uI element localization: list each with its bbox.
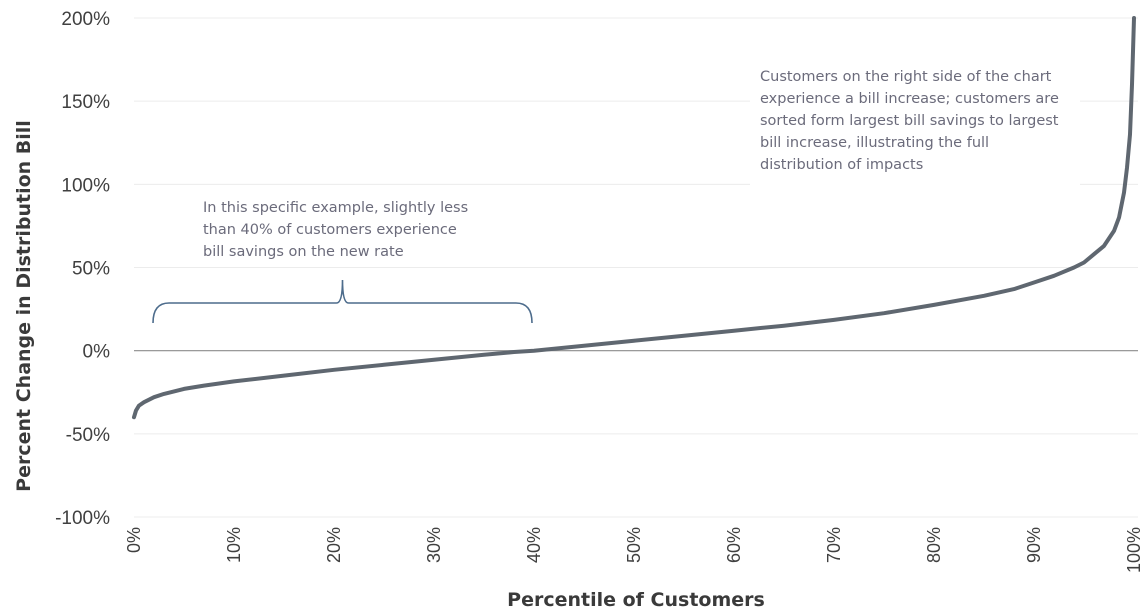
x-tick-labels: 0% 10% 20% 30% 40% 50% 60% 70% 80% 90% 100%	[124, 527, 1144, 573]
x-tick-label: 90%	[1024, 527, 1044, 563]
x-tick-label: 30%	[424, 527, 444, 563]
x-tick-label: 10%	[224, 527, 244, 563]
x-tick-label: 80%	[924, 527, 944, 563]
y-tick-label: 150%	[61, 92, 110, 113]
x-tick-label: 60%	[724, 527, 744, 563]
series-lines	[132, 16, 1136, 420]
increase-note-line: Customers on the right side of the chart	[760, 69, 1052, 85]
x-tick-label: 100%	[1124, 527, 1144, 573]
x-tick-label: 20%	[324, 527, 344, 563]
savings-note-line: than 40% of customers experience	[203, 222, 457, 238]
savings-note-line: In this specific example, slightly less	[203, 200, 468, 216]
increase-note-background	[750, 60, 1080, 188]
y-tick-labels: -100% -50% 0% 50% 100% 150% 200%	[55, 9, 110, 529]
x-tick-label: 0%	[124, 527, 144, 553]
series-line-0	[132, 16, 1136, 420]
savings-brace	[152, 279, 533, 324]
y-tick-label: 0%	[83, 342, 111, 363]
gridlines	[134, 17, 1138, 518]
y-axis-title: Percent Change in Distribution Bill	[13, 120, 35, 492]
x-tick-label: 70%	[824, 527, 844, 563]
savings-note-line: bill savings on the new rate	[203, 244, 404, 260]
x-axis-title: Percentile of Customers	[507, 589, 765, 611]
y-tick-label: 200%	[61, 9, 110, 30]
increase-note-line: distribution of impacts	[760, 157, 923, 173]
brace-path	[152, 279, 533, 324]
x-tick-label: 50%	[624, 527, 644, 563]
y-tick-label: -50%	[66, 425, 110, 446]
y-tick-label: 50%	[72, 259, 110, 280]
annotations: In this specific example, slightly less t…	[203, 69, 1059, 260]
x-tick-label: 40%	[524, 527, 544, 563]
increase-note-line: sorted form largest bill savings to larg…	[760, 113, 1059, 129]
increase-note-line: experience a bill increase; customers ar…	[760, 91, 1059, 107]
increase-note-line: bill increase, illustrating the full	[760, 135, 989, 151]
y-tick-label: 100%	[61, 175, 110, 196]
y-tick-label: -100%	[55, 508, 110, 529]
